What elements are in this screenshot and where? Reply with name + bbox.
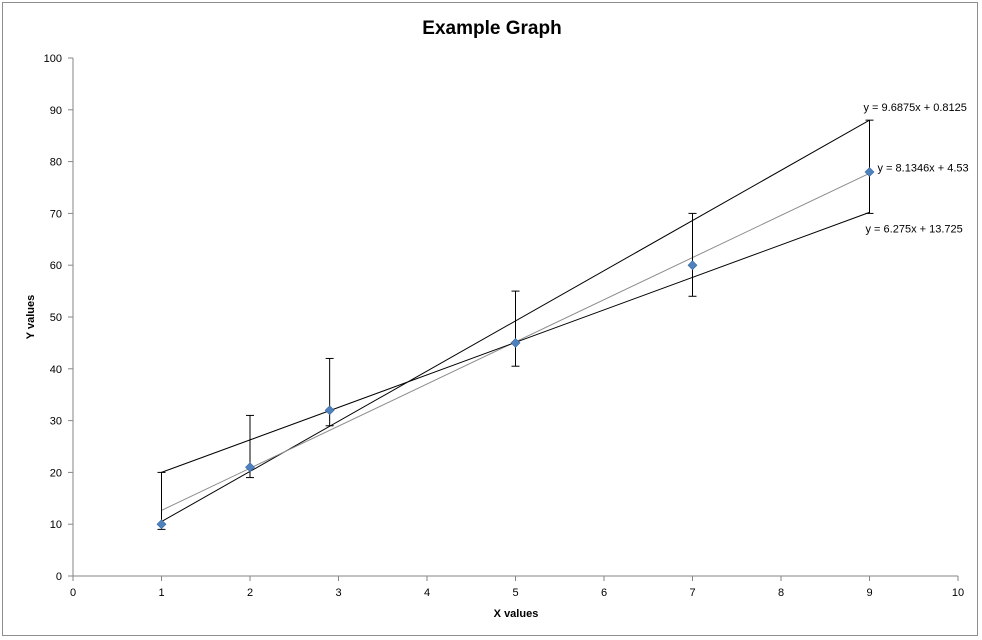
x-axis-title: X values bbox=[494, 608, 539, 620]
trendline-equations: y = 9.6875x + 0.8125 y = 8.1346x + 4.53 y … bbox=[864, 102, 969, 235]
x-tick-label: 7 bbox=[689, 587, 695, 599]
trendline-equation-2: y = 8.1346x + 4.53 bbox=[878, 162, 969, 174]
y-tick-label: 70 bbox=[50, 208, 62, 220]
x-tick-label: 6 bbox=[601, 587, 607, 599]
y-tick-label: 20 bbox=[50, 467, 62, 479]
x-tick-label: 3 bbox=[335, 587, 341, 599]
y-tick-label: 50 bbox=[50, 312, 62, 324]
error-bars bbox=[157, 119, 874, 530]
data-point bbox=[156, 519, 167, 530]
data-point bbox=[687, 260, 698, 271]
x-tick-label: 0 bbox=[70, 587, 76, 599]
chart-title: Example Graph bbox=[422, 18, 561, 39]
trendline-equation-1: y = 9.6875x + 0.8125 bbox=[864, 102, 967, 114]
y-tick-label: 100 bbox=[44, 53, 62, 65]
x-tick-label: 8 bbox=[778, 587, 784, 599]
x-tick-label: 1 bbox=[158, 587, 164, 599]
x-tick-label: 5 bbox=[512, 587, 518, 599]
trendline-equation-3: y = 6.275x + 13.725 bbox=[866, 223, 963, 235]
y-tick-label: 40 bbox=[50, 364, 62, 376]
data-point bbox=[245, 462, 255, 473]
y-tick-label: 90 bbox=[50, 105, 62, 117]
y-tick-label: 30 bbox=[50, 416, 62, 428]
data-point bbox=[510, 337, 521, 348]
x-tick-label: 4 bbox=[424, 587, 430, 599]
y-tick-label: 80 bbox=[50, 157, 62, 169]
y-tick-label: 10 bbox=[50, 519, 62, 531]
x-tick-label: 9 bbox=[866, 587, 872, 599]
y-tick-label: 60 bbox=[50, 260, 62, 272]
x-tick-label: 2 bbox=[247, 587, 253, 599]
data-points bbox=[156, 167, 875, 530]
y-tick-label: 0 bbox=[56, 571, 62, 583]
data-point bbox=[324, 405, 335, 416]
x-tick-label: 10 bbox=[952, 587, 964, 599]
data-point bbox=[864, 167, 875, 177]
y-axis-title: Y values bbox=[25, 295, 37, 339]
